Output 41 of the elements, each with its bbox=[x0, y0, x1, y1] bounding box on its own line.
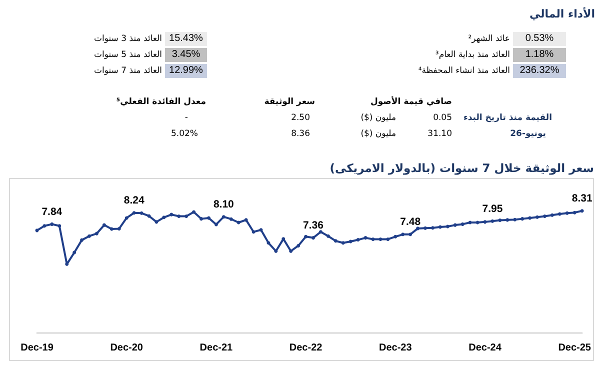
data-label: 7.95 bbox=[482, 202, 503, 215]
text: سعر الوثيقة bbox=[264, 97, 315, 107]
text: يونيو-26 bbox=[510, 129, 546, 139]
data-label: 8.10 bbox=[213, 198, 234, 211]
x-tick-label: Dec-19 bbox=[20, 342, 54, 354]
text: مليون ($) bbox=[360, 113, 396, 123]
text: 12.99% bbox=[165, 64, 207, 78]
text: 0.05 bbox=[433, 113, 452, 123]
text: صافي قيمة الأصول bbox=[370, 97, 452, 107]
data-label: 7.84 bbox=[42, 206, 62, 218]
text: 236.32% bbox=[513, 64, 566, 78]
text: - bbox=[184, 113, 188, 123]
text: 3.45% bbox=[165, 48, 207, 62]
data-label: 8.31 bbox=[572, 192, 592, 205]
x-tick-label: Dec-23 bbox=[378, 342, 412, 354]
text: عائد الشهر² bbox=[468, 34, 510, 44]
x-tick-label: Dec-20 bbox=[110, 342, 144, 354]
data-label: 8.24 bbox=[124, 194, 144, 207]
x-tick-label: Dec-22 bbox=[289, 342, 323, 354]
data-label: 7.36 bbox=[303, 220, 324, 232]
text: معدل الفائدة الفعلي⁵ bbox=[116, 97, 206, 107]
x-tick-label: Dec-24 bbox=[468, 342, 502, 354]
text: 2.50 bbox=[291, 113, 310, 123]
x-tick-label: Dec-21 bbox=[200, 342, 234, 354]
text: العائد منذ 3 سنوات bbox=[94, 34, 162, 44]
text: العائد منذ انشاء المحفظة⁴ bbox=[418, 66, 510, 76]
text: 31.10 bbox=[428, 129, 452, 139]
x-tick-label: Dec-25 bbox=[558, 342, 592, 354]
text: العائد منذ بداية العام³ bbox=[435, 50, 510, 60]
data-label: 7.48 bbox=[400, 216, 421, 228]
text: العائد منذ 5 سنوات bbox=[94, 50, 162, 60]
text: القيمة منذ تاريخ البدء bbox=[464, 113, 552, 123]
text: الأداء المالي bbox=[530, 8, 595, 20]
text: 5.02% bbox=[170, 129, 198, 139]
text: 8.36 bbox=[291, 129, 310, 139]
text: مليون ($) bbox=[360, 129, 396, 139]
text: 15.43% bbox=[165, 32, 207, 46]
text: 0.53% bbox=[513, 32, 566, 46]
chart-title: سعر الوثيقة خلال 7 سنوات (بالدولار الامريكى) bbox=[330, 161, 594, 175]
text: 1.18% bbox=[513, 48, 566, 62]
text: العائد منذ 7 سنوات bbox=[94, 66, 162, 76]
